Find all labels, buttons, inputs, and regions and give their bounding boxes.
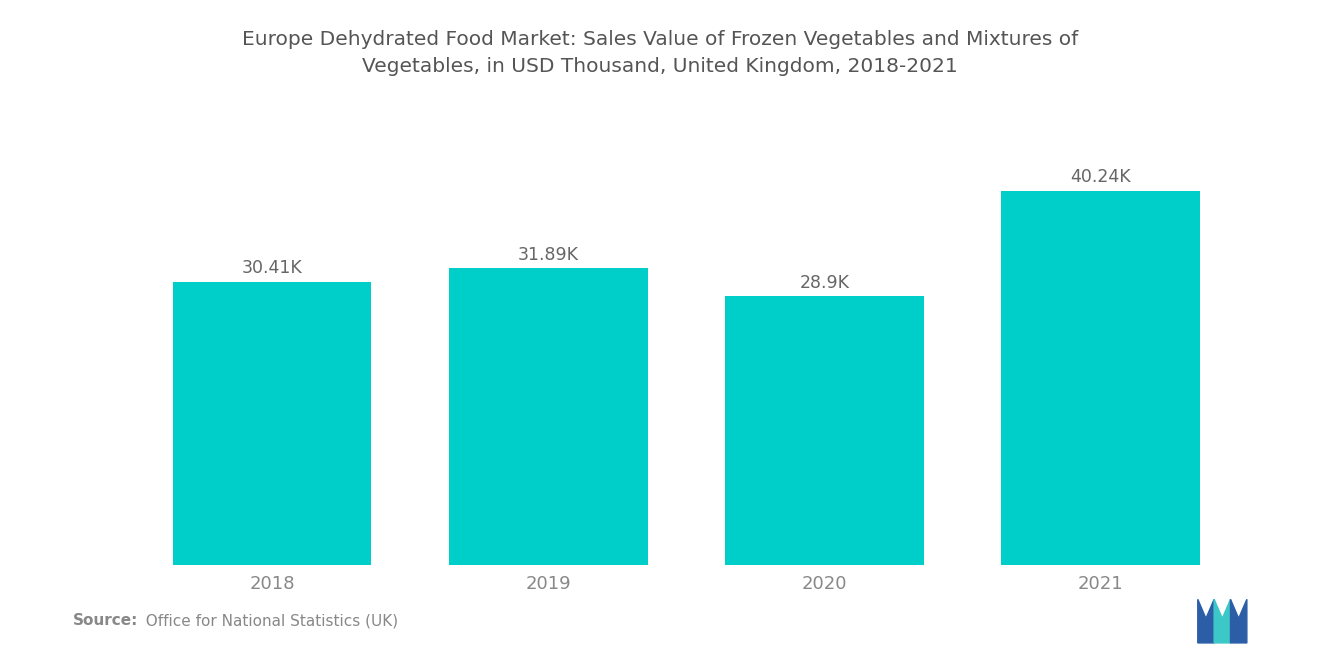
Polygon shape [1214, 599, 1230, 643]
Bar [1002, 191, 1200, 565]
Text: Source:: Source: [73, 613, 139, 628]
Text: Vegetables, in USD Thousand, United Kingdom, 2018-2021: Vegetables, in USD Thousand, United King… [362, 57, 958, 76]
Text: Europe Dehydrated Food Market: Sales Value of Frozen Vegetables and Mixtures of: Europe Dehydrated Food Market: Sales Val… [242, 30, 1078, 49]
Text: 40.24K: 40.24K [1071, 168, 1131, 186]
Text: 30.41K: 30.41K [242, 259, 302, 277]
Text: 31.89K: 31.89K [517, 245, 578, 264]
Bar [725, 296, 924, 565]
Bar [449, 269, 648, 565]
Text: 28.9K: 28.9K [800, 273, 850, 291]
Bar [173, 282, 371, 565]
Text: Office for National Statistics (UK): Office for National Statistics (UK) [136, 613, 399, 628]
Polygon shape [1230, 599, 1247, 643]
Polygon shape [1197, 599, 1214, 643]
